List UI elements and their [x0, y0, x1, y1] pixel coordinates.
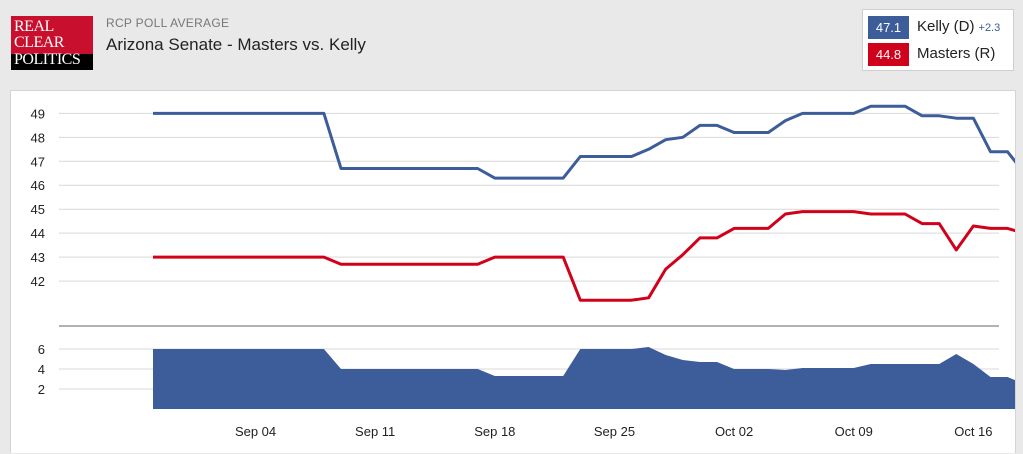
x-tick-sep-25: Sep 25: [594, 424, 635, 439]
main-y-tick-46: 46: [31, 178, 45, 193]
kelly-line: [153, 104, 1015, 180]
x-tick-sep-04: Sep 04: [235, 424, 276, 439]
x-tick-oct-16: Oct 16: [954, 424, 992, 439]
main-y-tick-44: 44: [31, 226, 45, 241]
logo-red-block: [11, 16, 93, 54]
logo-line-1: REAL: [14, 18, 54, 35]
kicker: RCP POLL AVERAGE: [106, 16, 230, 30]
main-y-tick-48: 48: [31, 130, 45, 145]
logo-line-3: POLITICS: [14, 51, 81, 68]
spread-area: [153, 347, 1015, 409]
legend-name-masters: Masters (R): [917, 45, 996, 62]
legend-label-masters: Masters (R): [917, 45, 995, 62]
chart-panel: 42 43 44 45 46 47 48 49 2 4 6 Sep 04 Sep 11 Sep 18 Sep…: [10, 90, 1016, 453]
x-tick-oct-02: Oct 02: [715, 424, 753, 439]
legend: 47.1 Kelly (D) +2.3 44.8 Masters (R): [862, 9, 1014, 71]
legend-value-masters: 44.8: [868, 43, 909, 66]
legend-name-kelly: Kelly (D): [917, 18, 975, 35]
main-y-tick-42: 42: [31, 274, 45, 289]
x-tick-oct-09: Oct 09: [835, 424, 873, 439]
legend-spread-kelly: +2.3: [978, 22, 1001, 34]
x-tick-sep-18: Sep 18: [474, 424, 515, 439]
masters-line: [153, 210, 1015, 302]
logo-line-2: CLEAR: [14, 34, 64, 51]
main-y-tick-43: 43: [31, 250, 45, 265]
legend-value-kelly: 47.1: [868, 16, 909, 39]
rcp-logo[interactable]: REAL CLEAR POLITICS: [11, 16, 93, 70]
legend-label-kelly: Kelly (D) +2.3: [917, 18, 1000, 35]
spread-y-tick-4: 4: [38, 362, 45, 377]
main-y-tick-49: 49: [31, 106, 45, 121]
spread-y-tick-6: 6: [38, 342, 45, 357]
x-tick-sep-11: Sep 11: [355, 424, 395, 439]
header: REAL CLEAR POLITICS RCP POLL AVERAGE Ari…: [0, 0, 1023, 82]
main-y-tick-47: 47: [31, 154, 45, 169]
page-title: Arizona Senate - Masters vs. Kelly: [106, 35, 366, 54]
main-y-tick-45: 45: [31, 202, 45, 217]
spread-y-tick-2: 2: [38, 382, 45, 397]
